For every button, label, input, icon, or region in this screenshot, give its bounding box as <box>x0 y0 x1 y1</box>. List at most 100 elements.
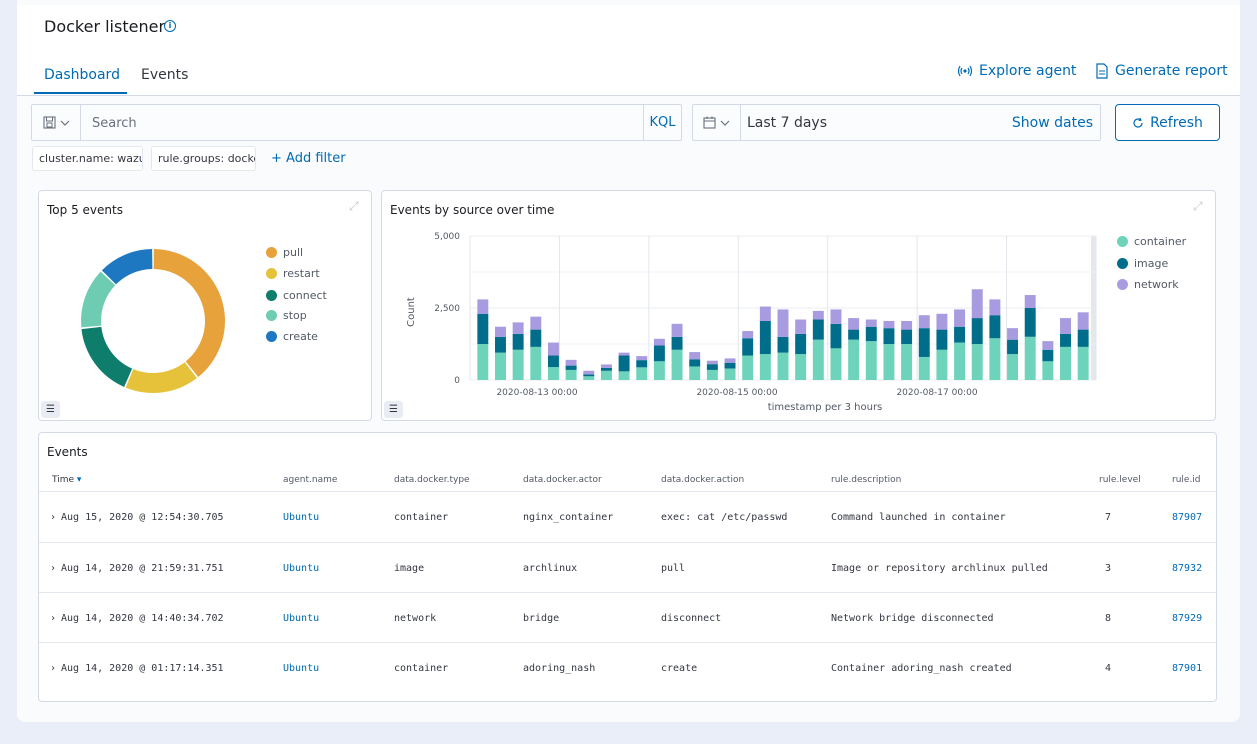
bar-container[interactable] <box>1007 354 1019 380</box>
table-row[interactable]: › Aug 14, 2020 @ 01:17:14.351 Ubuntu con… <box>39 642 1216 692</box>
bar-container[interactable] <box>830 348 842 380</box>
bar-container[interactable] <box>848 339 860 380</box>
bar-network[interactable] <box>883 320 895 329</box>
bar-image[interactable] <box>653 345 665 362</box>
bar-container[interactable] <box>547 367 559 380</box>
bar-network[interactable] <box>547 342 559 356</box>
bar-container[interactable] <box>724 368 736 380</box>
legend-item-network[interactable]: network <box>1117 278 1179 291</box>
bar-image[interactable] <box>512 333 524 350</box>
expand-icon[interactable]: ⤢ <box>349 199 359 213</box>
kql-toggle[interactable]: KQL <box>643 105 681 140</box>
bar-image[interactable] <box>636 360 648 368</box>
bar-container[interactable] <box>954 342 966 380</box>
bar-container[interactable] <box>883 344 895 380</box>
bar-network[interactable] <box>706 360 718 365</box>
date-range-label[interactable]: Last 7 days <box>747 115 828 131</box>
bar-network[interactable] <box>865 319 877 327</box>
bar-container[interactable] <box>477 344 489 380</box>
bar-container[interactable] <box>636 367 648 380</box>
cell-agent-link[interactable]: Ubuntu <box>283 613 320 624</box>
bar-image[interactable] <box>565 365 577 370</box>
bar-image[interactable] <box>583 374 595 377</box>
bar-container[interactable] <box>671 349 683 380</box>
donut-slice-connect[interactable] <box>81 326 133 387</box>
add-filter-button[interactable]: + Add filter <box>271 151 346 166</box>
legend-item-stop[interactable]: stop <box>266 309 307 322</box>
bar-container[interactable] <box>495 352 506 380</box>
cell-agent-link[interactable]: Ubuntu <box>283 663 320 674</box>
legend-item-container[interactable]: container <box>1117 235 1186 248</box>
bar-network[interactable] <box>512 322 524 334</box>
legend-item-pull[interactable]: pull <box>266 246 303 259</box>
bar-container[interactable] <box>583 376 595 380</box>
bar-network[interactable] <box>830 309 842 324</box>
bar-container[interactable] <box>742 355 754 380</box>
cell-rule-id-link[interactable]: 87929 <box>1172 613 1203 624</box>
bar-container[interactable] <box>865 341 877 380</box>
bar-network[interactable] <box>989 299 1001 316</box>
bar-container[interactable] <box>653 361 665 380</box>
bar-container[interactable] <box>971 344 983 380</box>
bar-image[interactable] <box>671 336 683 350</box>
bar-image[interactable] <box>865 326 877 342</box>
bar-network[interactable] <box>936 313 948 330</box>
bar-container[interactable] <box>512 349 524 380</box>
bar-image[interactable] <box>495 336 506 353</box>
bar-network[interactable] <box>618 352 630 356</box>
bar-network[interactable] <box>600 364 612 368</box>
bar-image[interactable] <box>812 319 824 340</box>
bar-container[interactable] <box>530 346 542 380</box>
bar-image[interactable] <box>1060 333 1071 347</box>
expand-row-icon[interactable]: › <box>50 663 57 674</box>
bar-network[interactable] <box>477 299 489 314</box>
legend-toggle-icon[interactable]: ☰ <box>384 401 403 418</box>
bar-network[interactable] <box>901 320 913 330</box>
donut-slice-restart[interactable] <box>125 362 197 393</box>
bar-network[interactable] <box>671 323 683 337</box>
bar-image[interactable] <box>618 355 630 372</box>
bar-image[interactable] <box>830 323 842 349</box>
quick-select-button[interactable] <box>693 105 741 140</box>
bar-container[interactable] <box>918 356 930 380</box>
bar-network[interactable] <box>812 310 824 320</box>
bar-image[interactable] <box>547 355 559 368</box>
bar-network[interactable] <box>1024 295 1036 308</box>
column-header-level[interactable]: rule.level <box>1099 475 1141 485</box>
bar-container[interactable] <box>795 354 807 380</box>
bar-container[interactable] <box>989 338 1001 380</box>
bar-image[interactable] <box>1077 329 1089 347</box>
expand-row-icon[interactable]: › <box>50 512 57 523</box>
donut-slice-stop[interactable] <box>81 271 116 328</box>
bar-network[interactable] <box>565 359 577 366</box>
show-dates-link[interactable]: Show dates <box>1011 115 1093 131</box>
bar-container[interactable] <box>1024 336 1036 380</box>
bar-network[interactable] <box>1060 318 1071 334</box>
bar-network[interactable] <box>848 318 860 330</box>
bar-image[interactable] <box>706 364 718 370</box>
bar-image[interactable] <box>477 313 489 344</box>
cell-rule-id-link[interactable]: 87932 <box>1172 563 1203 574</box>
bar-container[interactable] <box>777 352 789 380</box>
donut-slice-pull[interactable] <box>153 249 225 377</box>
bar-network[interactable] <box>759 306 771 321</box>
bar-image[interactable] <box>600 367 612 371</box>
bar-network[interactable] <box>954 309 966 327</box>
bar-container[interactable] <box>565 369 577 380</box>
bar-network[interactable] <box>1077 312 1089 330</box>
donut-slice-create[interactable] <box>101 249 153 285</box>
legend-toggle-icon[interactable]: ☰ <box>41 401 60 418</box>
legend-item-create[interactable]: create <box>266 330 318 343</box>
bar-image[interactable] <box>1007 339 1019 355</box>
bar-network[interactable] <box>583 370 595 375</box>
saved-queries-button[interactable] <box>32 105 81 140</box>
table-row[interactable]: › Aug 14, 2020 @ 21:59:31.751 Ubuntu ima… <box>39 542 1216 592</box>
column-header-time[interactable]: Time ▾ <box>52 475 82 485</box>
bar-image[interactable] <box>883 328 895 344</box>
bar-network[interactable] <box>495 326 506 337</box>
legend-item-image[interactable]: image <box>1117 257 1168 270</box>
legend-item-connect[interactable]: connect <box>266 289 327 302</box>
bar-network[interactable] <box>653 338 665 346</box>
bar-image[interactable] <box>901 329 913 344</box>
column-header-action[interactable]: data.docker.action <box>661 475 745 485</box>
